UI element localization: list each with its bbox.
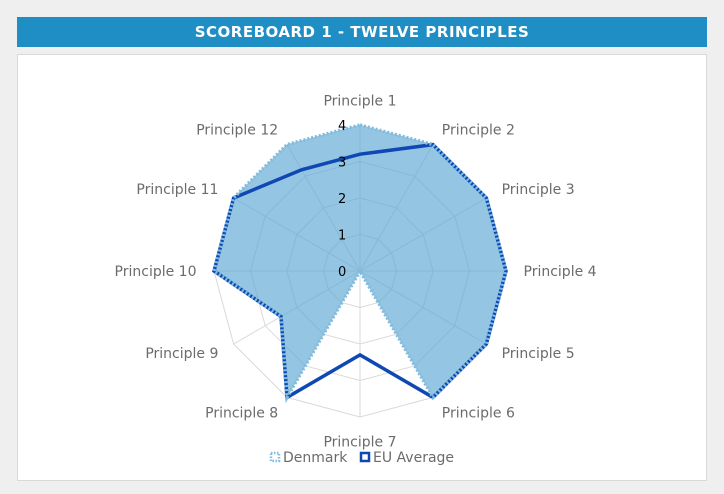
radial-tick-label: 1 xyxy=(338,229,346,244)
category-label: Principle 8 xyxy=(205,406,278,422)
scoreboard-header: SCOREBOARD 1 - TWELVE PRINCIPLES xyxy=(17,17,707,47)
category-label: Principle 1 xyxy=(323,94,396,110)
legend-label: Denmark xyxy=(283,450,348,466)
category-label: Principle 2 xyxy=(442,122,515,138)
category-label: Principle 5 xyxy=(502,346,575,362)
radial-tick-label: 2 xyxy=(338,192,346,207)
category-label: Principle 12 xyxy=(196,122,278,138)
category-label: Principle 6 xyxy=(442,406,515,422)
radial-tick-label: 0 xyxy=(338,265,346,280)
radial-tick-label: 3 xyxy=(338,156,346,171)
series-denmark-area xyxy=(214,125,506,398)
category-label: Principle 3 xyxy=(502,182,575,198)
category-label: Principle 10 xyxy=(115,264,197,280)
category-label: Principle 4 xyxy=(524,264,597,280)
category-label: Principle 7 xyxy=(323,435,396,451)
category-label: Principle 9 xyxy=(145,346,218,362)
legend-swatch-eu-average xyxy=(359,451,371,463)
legend-label: EU Average xyxy=(373,450,454,466)
series-eu-average-line xyxy=(211,142,508,401)
legend-swatch-denmark xyxy=(269,451,281,463)
category-label: Principle 11 xyxy=(136,182,218,198)
scoreboard-title: SCOREBOARD 1 - TWELVE PRINCIPLES xyxy=(194,23,530,41)
radial-tick-label: 4 xyxy=(338,119,346,134)
